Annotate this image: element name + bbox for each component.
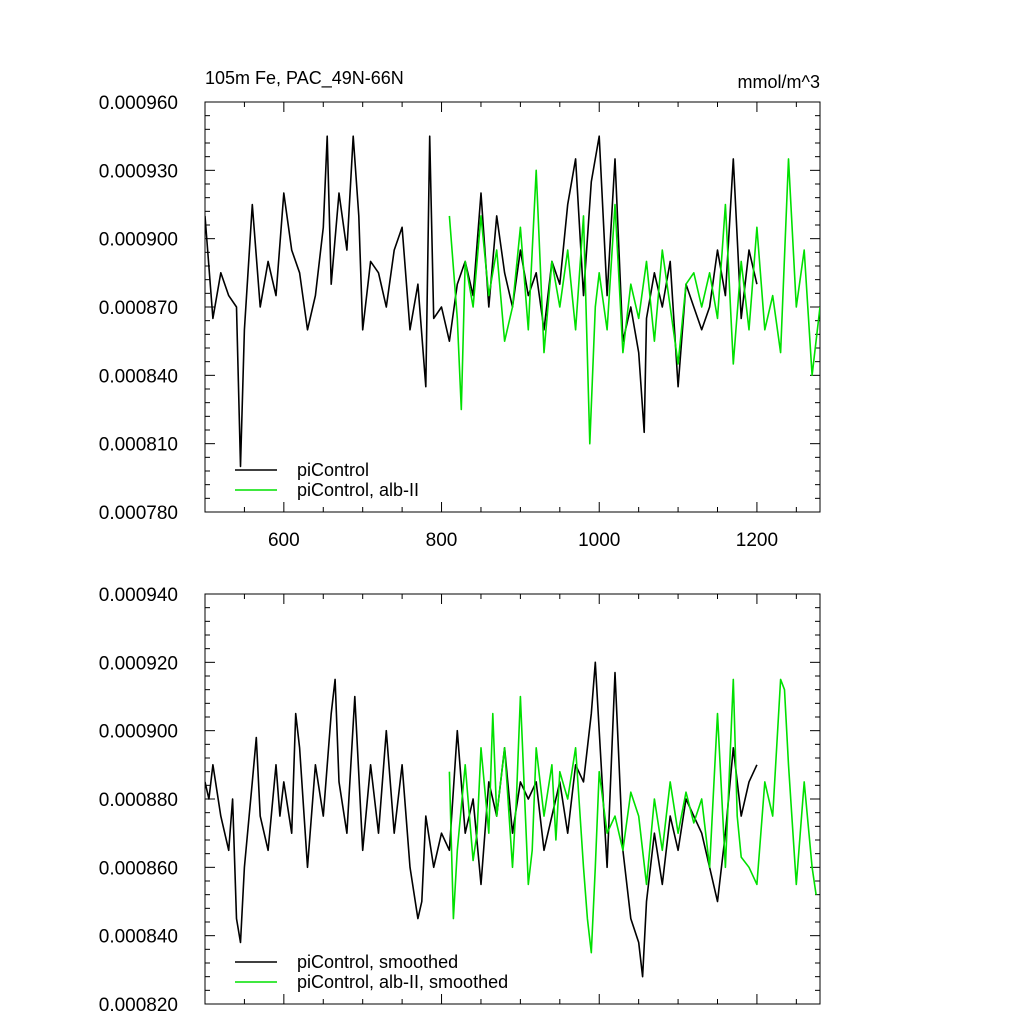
units-label: mmol/m^3	[738, 72, 820, 92]
y-tick-label: 0.000820	[99, 995, 178, 1016]
series-line-0	[205, 661, 758, 978]
chart-title: 105m Fe, PAC_49N-66N	[205, 68, 404, 89]
series-line-1	[448, 158, 820, 445]
series-line-1	[448, 678, 817, 954]
x-tick-label: 1200	[736, 530, 778, 551]
series-line-0	[205, 135, 758, 468]
legend-label-1: piControl, alb-II, smoothed	[297, 972, 508, 992]
y-tick-label: 0.000870	[99, 298, 178, 319]
legend-label-0: piControl	[297, 460, 369, 480]
y-tick-label: 0.000960	[99, 93, 178, 114]
y-tick-label: 0.000900	[99, 722, 178, 743]
x-tick-label: 1000	[578, 530, 620, 551]
bottom-chart: 0.000820 0.000840 0.000860 0.000880 0.000900…	[99, 585, 821, 1016]
top-chart: 0.000780 0.000810 0.000840 0.000870 0.000900…	[99, 68, 821, 551]
y-tick-label: 0.000780	[99, 503, 178, 524]
y-tick-label: 0.000940	[99, 585, 178, 606]
y-tick-label: 0.000920	[99, 653, 178, 674]
legend-label-0: piControl, smoothed	[297, 952, 458, 972]
x-tick-label: 800	[426, 530, 458, 551]
y-tick-label: 0.000860	[99, 858, 178, 879]
y-tick-label: 0.000840	[99, 366, 178, 387]
y-tick-label: 0.000930	[99, 161, 178, 182]
y-tick-label: 0.000900	[99, 230, 178, 251]
x-tick-label: 600	[268, 530, 300, 551]
y-tick-label: 0.000840	[99, 927, 178, 948]
y-tick-label: 0.000810	[99, 435, 178, 456]
y-tick-label: 0.000880	[99, 790, 178, 811]
legend-label-1: piControl, alb-II	[297, 480, 419, 500]
